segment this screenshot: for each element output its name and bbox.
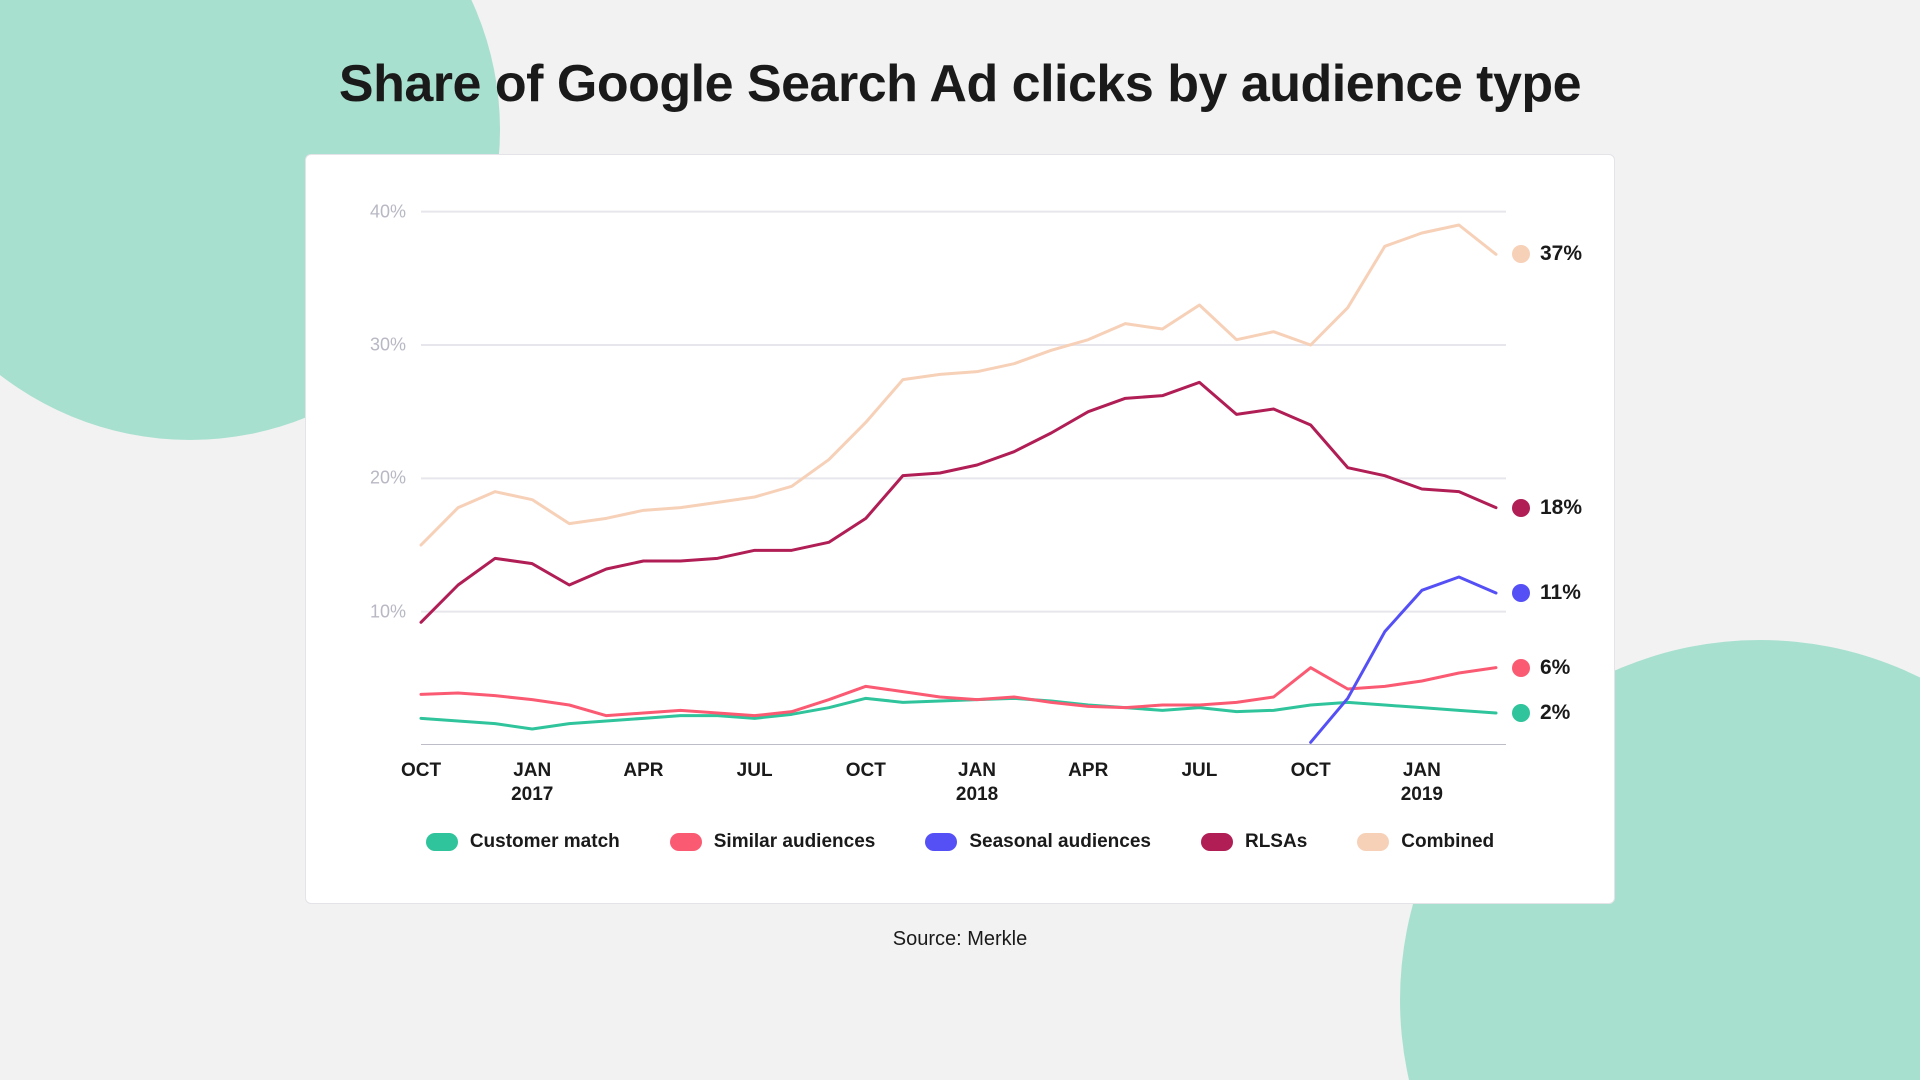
series-end-value: 6% — [1540, 656, 1570, 680]
series-end-dot — [1512, 704, 1530, 722]
series-end-dot — [1512, 659, 1530, 677]
legend-color-chip — [426, 833, 458, 851]
x-axis-tick-label: JAN 2017 — [511, 745, 553, 807]
chart-title: Share of Google Search Ad clicks by audi… — [0, 0, 1920, 114]
legend-item: Combined — [1357, 831, 1494, 853]
series-end-value: 37% — [1540, 242, 1582, 266]
x-axis-tick-label: OCT — [1291, 745, 1331, 783]
x-axis-tick-label: APR — [1068, 745, 1108, 783]
x-axis-tick-label: JUL — [1181, 745, 1217, 783]
x-axis-tick-label: OCT — [846, 745, 886, 783]
legend-item: Seasonal audiences — [925, 831, 1151, 853]
series-end-label: 18% — [1512, 496, 1582, 520]
series-end-dot — [1512, 245, 1530, 263]
legend-color-chip — [1357, 833, 1389, 851]
legend-color-chip — [670, 833, 702, 851]
legend-label: Customer match — [470, 831, 620, 853]
x-axis-tick-label: JAN 2018 — [956, 745, 998, 807]
legend-label: Similar audiences — [714, 831, 876, 853]
y-axis-tick-label: 20% — [370, 468, 406, 489]
legend-color-chip — [925, 833, 957, 851]
y-axis-tick-label: 30% — [370, 335, 406, 356]
chart-plot-area: 10%20%30%40%OCTJAN 2017APRJULOCTJAN 2018… — [346, 185, 1574, 745]
legend-item: Customer match — [426, 831, 620, 853]
chart-legend: Customer match Similar audiences Seasonal … — [346, 831, 1574, 853]
series-line — [421, 668, 1496, 716]
series-end-dot — [1512, 584, 1530, 602]
y-axis-tick-label: 40% — [370, 201, 406, 222]
series-end-label: 11% — [1512, 581, 1581, 605]
series-end-value: 18% — [1540, 496, 1582, 520]
chart-card: 10% 20% 30% 40% OCT JAN 2017 APR JUL OCT JAN 2018… — [305, 154, 1615, 904]
series-line — [1311, 577, 1496, 742]
series-end-label: 2% — [1512, 701, 1570, 725]
legend-label: Combined — [1401, 831, 1494, 853]
y-axis-tick-label: 10% — [370, 601, 406, 622]
chart-source: Source: Merkle — [0, 928, 1920, 951]
legend-item: Similar audiences — [670, 831, 876, 853]
legend-item: RLSAs — [1201, 831, 1307, 853]
x-axis-tick-label: JAN 2019 — [1401, 745, 1443, 807]
x-axis-tick-label: OCT — [401, 745, 441, 783]
x-axis-tick-label: APR — [623, 745, 663, 783]
series-end-value: 2% — [1540, 701, 1570, 725]
legend-label: Seasonal audiences — [969, 831, 1151, 853]
legend-color-chip — [1201, 833, 1233, 851]
x-axis-tick-label: JUL — [737, 745, 773, 783]
series-line — [421, 382, 1496, 622]
series-end-value: 11% — [1540, 581, 1581, 605]
series-end-label: 37% — [1512, 242, 1582, 266]
series-line — [421, 225, 1496, 545]
series-end-label: 6% — [1512, 656, 1570, 680]
series-end-dot — [1512, 499, 1530, 517]
legend-label: RLSAs — [1245, 831, 1307, 853]
